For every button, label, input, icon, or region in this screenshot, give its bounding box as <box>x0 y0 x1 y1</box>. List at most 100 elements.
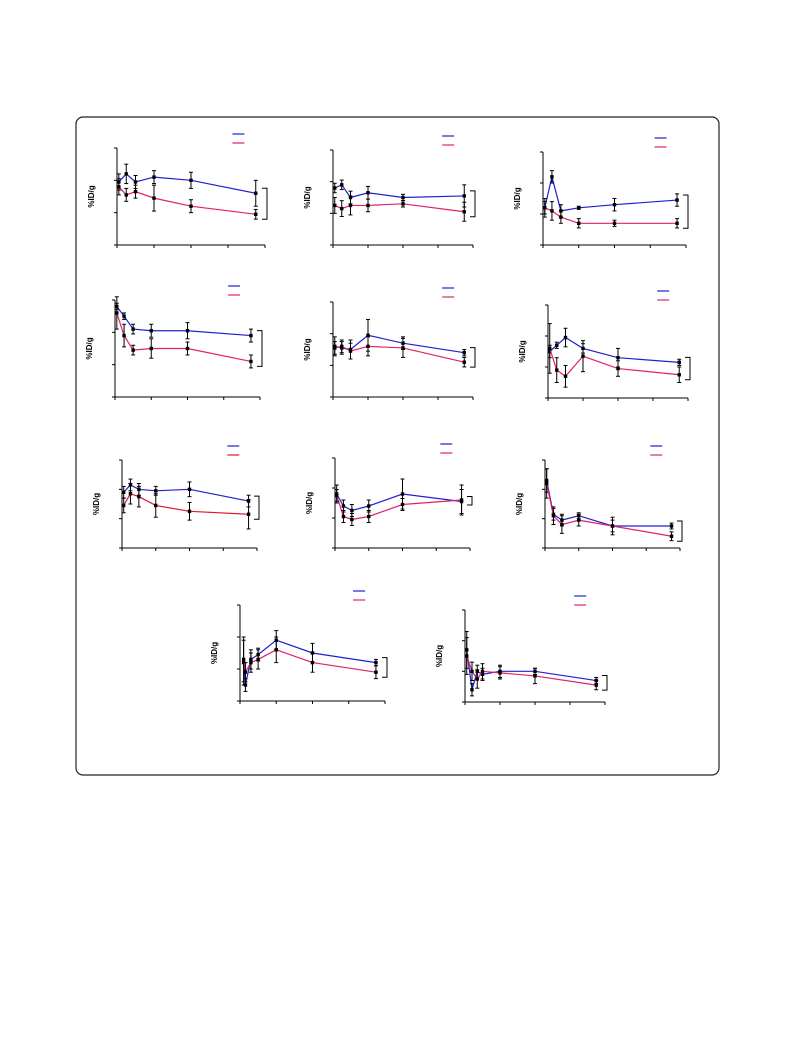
error-bar <box>349 513 354 526</box>
point <box>154 503 158 508</box>
y-axis-label: %ID/g <box>87 185 96 207</box>
error-bar <box>475 669 480 689</box>
error-bar <box>554 357 559 383</box>
point <box>675 198 679 202</box>
point <box>616 366 620 371</box>
point <box>470 688 474 692</box>
point <box>185 329 190 333</box>
series-line <box>334 203 465 213</box>
point <box>121 490 126 494</box>
point <box>122 333 126 338</box>
point <box>577 221 581 226</box>
y-axis-label: %ID/g <box>303 338 312 360</box>
series-line <box>116 312 252 363</box>
point <box>154 489 158 493</box>
error-bar <box>332 197 337 214</box>
point <box>480 669 485 674</box>
error-bar <box>124 187 129 202</box>
significance-bracket <box>602 675 608 691</box>
error-bar <box>612 219 617 227</box>
point <box>117 185 121 189</box>
y-axis-label: %ID/g <box>92 493 101 515</box>
error-bar <box>187 502 192 521</box>
point <box>533 674 537 678</box>
error-bar <box>400 498 405 511</box>
error-bar <box>131 323 136 335</box>
point <box>340 206 344 211</box>
series-line <box>336 495 462 521</box>
point <box>340 183 344 187</box>
error-bar <box>581 340 585 373</box>
point <box>610 524 615 528</box>
error-bar <box>121 497 126 514</box>
error-bar <box>616 360 620 377</box>
point <box>133 180 138 184</box>
series-line <box>336 493 462 512</box>
error-bar <box>459 484 464 516</box>
point <box>152 196 156 200</box>
error-bar <box>152 184 156 212</box>
series-line <box>549 348 680 378</box>
point <box>577 518 581 522</box>
error-bar <box>547 323 552 374</box>
point <box>350 517 354 522</box>
point <box>374 670 378 674</box>
error-bar <box>246 499 251 530</box>
y-axis-label: %ID/g <box>303 186 312 208</box>
point <box>669 534 674 538</box>
point <box>131 327 135 331</box>
y-axis-label: %ID/g <box>85 337 94 359</box>
point <box>340 344 344 349</box>
error-bar <box>332 182 337 194</box>
series-line <box>116 306 251 337</box>
point <box>149 329 153 333</box>
error-bar <box>114 296 119 330</box>
error-bar <box>153 493 158 518</box>
error-bar <box>462 356 467 368</box>
point <box>246 512 251 516</box>
point <box>133 189 138 194</box>
point <box>366 203 370 208</box>
series-line <box>466 655 597 686</box>
error-bar <box>189 171 193 189</box>
error-bar <box>366 510 371 523</box>
error-bar <box>677 358 682 366</box>
error-bar <box>339 339 344 354</box>
error-bar <box>533 667 537 685</box>
point <box>341 504 346 508</box>
point <box>550 175 554 179</box>
error-bar <box>373 665 378 680</box>
point <box>254 191 258 195</box>
point <box>677 360 681 365</box>
point <box>124 193 128 197</box>
error-bar <box>256 649 261 670</box>
point <box>249 333 253 338</box>
point <box>581 354 585 358</box>
significance-bracket <box>262 187 268 220</box>
error-bar <box>462 349 467 357</box>
point <box>563 374 568 379</box>
series-line <box>466 649 597 690</box>
point <box>401 202 405 206</box>
point <box>333 203 337 208</box>
significance-bracket <box>470 190 476 218</box>
point <box>115 311 119 315</box>
significance-bracket <box>470 347 476 368</box>
point <box>243 683 248 687</box>
y-axis-label: %ID/g <box>515 493 524 515</box>
point <box>348 203 353 208</box>
point <box>121 503 126 508</box>
error-bar <box>401 337 405 358</box>
error-bar <box>480 663 485 680</box>
point <box>367 514 371 519</box>
error-bar <box>253 208 258 220</box>
error-bar <box>675 218 680 229</box>
point <box>459 498 464 502</box>
series-line <box>334 345 465 363</box>
error-bar <box>373 658 378 667</box>
error-bar <box>554 341 559 349</box>
point <box>131 348 135 352</box>
point <box>348 349 353 353</box>
error-bar <box>401 200 405 208</box>
